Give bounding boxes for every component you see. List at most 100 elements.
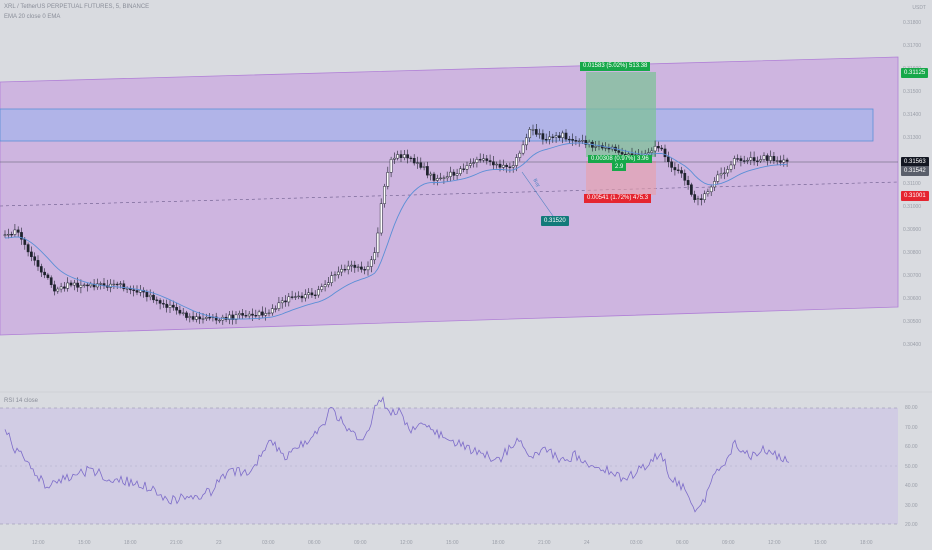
candle-body xyxy=(63,286,66,289)
take-profit-label[interactable]: 0.01583 (5.02%) 513.38 xyxy=(580,62,651,71)
candle-body xyxy=(122,283,126,290)
time-tick-label: 23 xyxy=(216,540,222,546)
candle-body xyxy=(657,145,660,149)
candle-body xyxy=(571,139,574,141)
candle-body xyxy=(218,319,221,322)
ascending-channel xyxy=(0,56,899,336)
rsi-legend[interactable]: RSI 14 close xyxy=(4,398,39,404)
time-tick-label: 03:00 xyxy=(262,540,275,546)
candle-body xyxy=(379,203,383,234)
candle-body xyxy=(670,161,673,168)
ema-price-tag: 0.31542 xyxy=(901,166,929,176)
candle-body xyxy=(330,275,334,283)
candle-body xyxy=(6,233,10,236)
buy-arrow xyxy=(521,171,554,217)
candle-body xyxy=(696,198,700,200)
candle-body xyxy=(10,233,13,236)
price-tick-label: 0.31800 xyxy=(903,20,922,26)
candle-body xyxy=(581,140,584,142)
candle-body xyxy=(663,148,667,158)
candle-body xyxy=(426,166,429,176)
candle-body xyxy=(386,172,390,187)
time-tick-label: 24 xyxy=(584,540,590,546)
candle-body xyxy=(33,256,37,261)
candle-body xyxy=(76,282,79,288)
candle-body xyxy=(538,133,541,135)
candle-body xyxy=(693,194,697,200)
price-tick-label: 0.31400 xyxy=(903,112,922,118)
candle-body xyxy=(435,178,439,181)
candle-body xyxy=(775,160,779,162)
candle-body xyxy=(521,144,525,154)
candle-body xyxy=(584,140,588,145)
candle-body xyxy=(459,168,462,174)
candle-body xyxy=(195,316,198,320)
candle-body xyxy=(485,158,489,161)
stop-loss-label[interactable]: 0.00541 (1.72%) 475.3 xyxy=(584,194,652,203)
candle-body xyxy=(313,294,317,296)
candle-body xyxy=(406,154,409,159)
candle-body xyxy=(181,312,185,314)
profit-zone xyxy=(586,72,656,157)
candle-body xyxy=(399,154,403,158)
last-price-tag: 0.31563 xyxy=(901,157,929,167)
candle-body xyxy=(492,161,495,166)
candle-body xyxy=(274,308,277,310)
rsi-line xyxy=(4,395,790,513)
candle-body xyxy=(567,138,571,141)
candle-body xyxy=(247,313,251,317)
candle-body xyxy=(749,157,753,161)
entry-label[interactable]: 0.00308 (0.97%) 3.96 xyxy=(588,155,652,163)
candle-body xyxy=(343,269,347,271)
candle-body xyxy=(360,266,363,270)
candle-body xyxy=(683,172,687,181)
candle-body xyxy=(185,312,188,318)
candle-body xyxy=(495,163,499,166)
candle-body xyxy=(152,294,155,301)
rsi-tick-label: 50.00 xyxy=(905,463,918,470)
candle-body xyxy=(779,160,782,163)
candle-body xyxy=(515,157,518,166)
candle-body xyxy=(558,135,561,138)
candle-body xyxy=(528,129,532,139)
candle-body xyxy=(145,291,149,298)
time-tick-label: 03:00 xyxy=(630,540,643,546)
candle-body xyxy=(346,265,350,270)
candle-body xyxy=(627,153,631,156)
candle-body xyxy=(148,294,152,298)
candle-body xyxy=(732,158,736,166)
entry-price-marker[interactable]: 0.31520 xyxy=(541,216,569,226)
candle-body xyxy=(270,308,274,314)
price-tick-label: 0.30700 xyxy=(903,273,922,279)
candle-body xyxy=(699,198,703,200)
candle-body xyxy=(736,158,739,160)
candle-body xyxy=(769,156,772,161)
rsi-tick-label: 80.00 xyxy=(905,405,918,411)
candle-body xyxy=(323,284,327,287)
candle-body xyxy=(419,162,423,168)
candle-body xyxy=(109,283,112,288)
price-tick-label: 0.30900 xyxy=(903,227,922,233)
candle-body xyxy=(162,303,165,305)
indicator-legend[interactable]: EMA 20 close 0 EMA xyxy=(4,14,61,20)
candle-body xyxy=(574,140,578,142)
candle-body xyxy=(759,159,763,162)
candle-body xyxy=(653,145,657,152)
candle-body xyxy=(660,147,664,150)
candle-body xyxy=(525,137,528,146)
candle-body xyxy=(135,290,139,293)
candle-body xyxy=(119,283,122,285)
candle-body xyxy=(310,292,314,296)
candle-body xyxy=(402,154,406,158)
candle-body xyxy=(376,232,380,253)
time-tick-label: 12:00 xyxy=(768,540,781,546)
candle-body xyxy=(3,234,7,236)
candle-body xyxy=(746,159,749,162)
candle-body xyxy=(254,315,258,317)
candle-body xyxy=(340,269,343,273)
candle-body xyxy=(155,299,159,301)
candle-body xyxy=(465,165,469,170)
candle-body xyxy=(756,160,759,162)
